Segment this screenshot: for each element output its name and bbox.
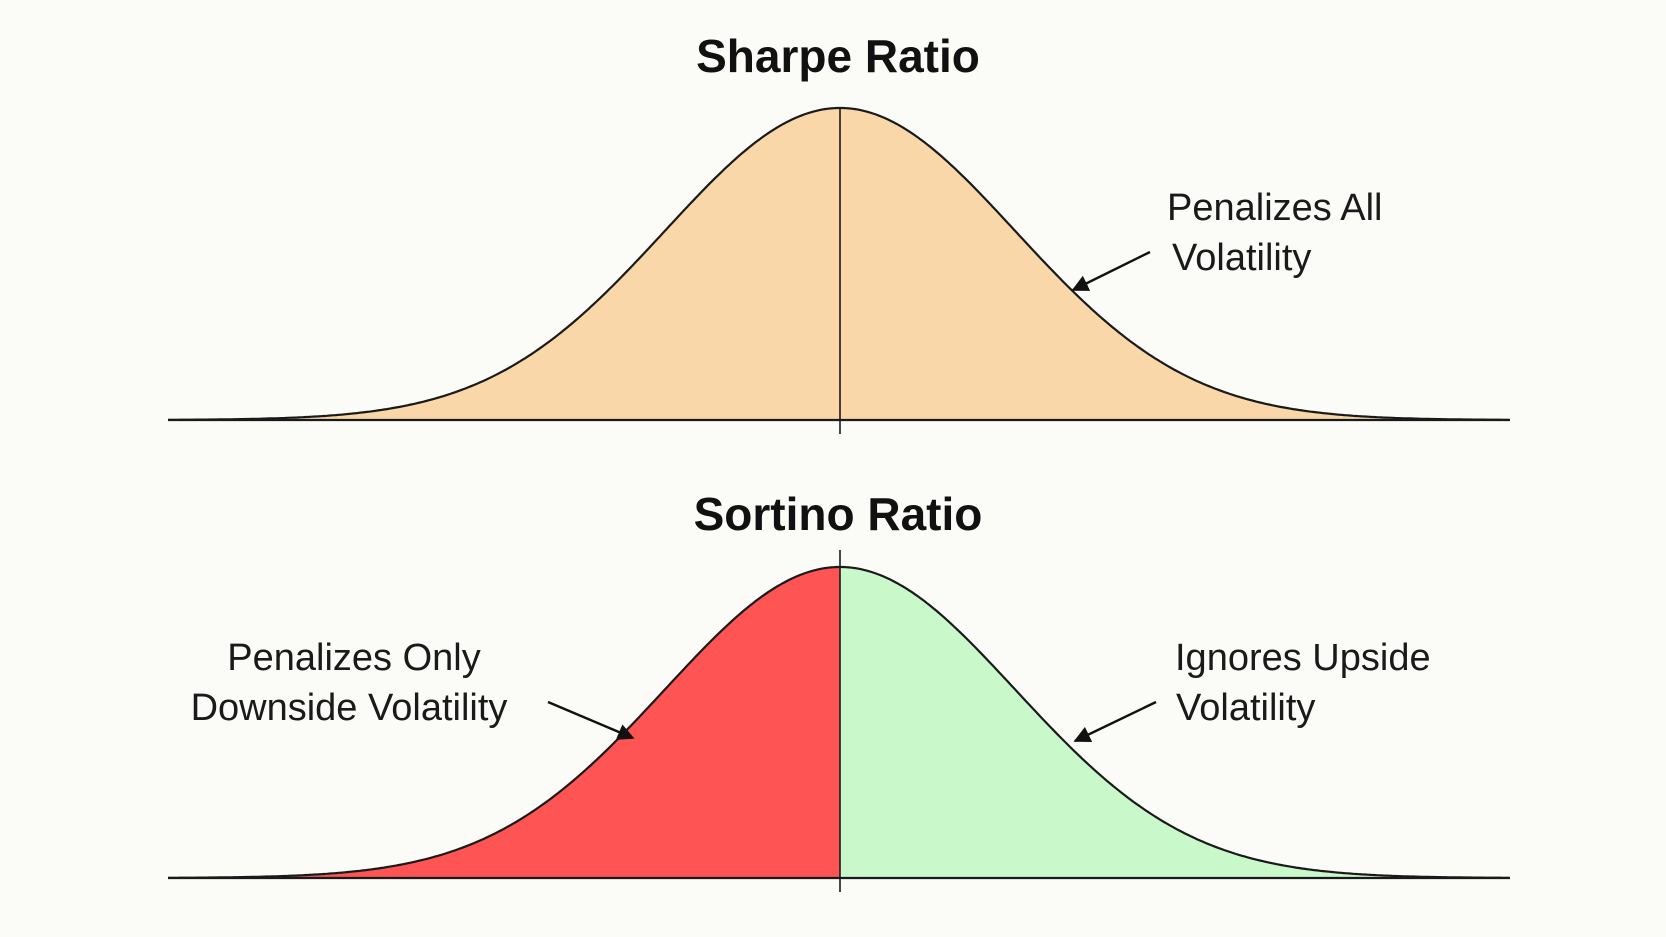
sharpe-annotation-line-1: Penalizes All xyxy=(1167,187,1382,229)
sharpe-distribution-curve xyxy=(168,106,1509,421)
sharpe-arrow xyxy=(1071,250,1151,292)
sortino-downside-arrow xyxy=(547,700,635,740)
sortino-downside-fill xyxy=(168,567,840,878)
sortino-downside-annotation-line-2: Downside Volatility xyxy=(191,687,508,729)
sharpe-title: Sharpe Ratio xyxy=(696,30,980,82)
sharpe-left-fill xyxy=(168,108,840,420)
sharpe-annotation-line-2: Volatility xyxy=(1172,237,1311,279)
sortino-upside-annotation-line-2: Volatility xyxy=(1176,687,1315,729)
sortino-upside-arrow xyxy=(1073,700,1157,743)
sortino-upside-fill xyxy=(840,567,1510,878)
sortino-panel: Sortino Ratio Penalizes Only Downside Vo… xyxy=(168,488,1510,892)
sortino-upside-annotation-line-1: Ignores Upside xyxy=(1175,637,1431,679)
sortino-downside-annotation-line-1: Penalizes Only xyxy=(227,637,480,679)
sharpe-right-fill xyxy=(840,108,1510,420)
sortino-distribution-curve xyxy=(168,565,1509,879)
sharpe-panel: Sharpe Ratio Penalizes All Volatility xyxy=(168,30,1510,434)
sortino-title: Sortino Ratio xyxy=(694,488,983,540)
